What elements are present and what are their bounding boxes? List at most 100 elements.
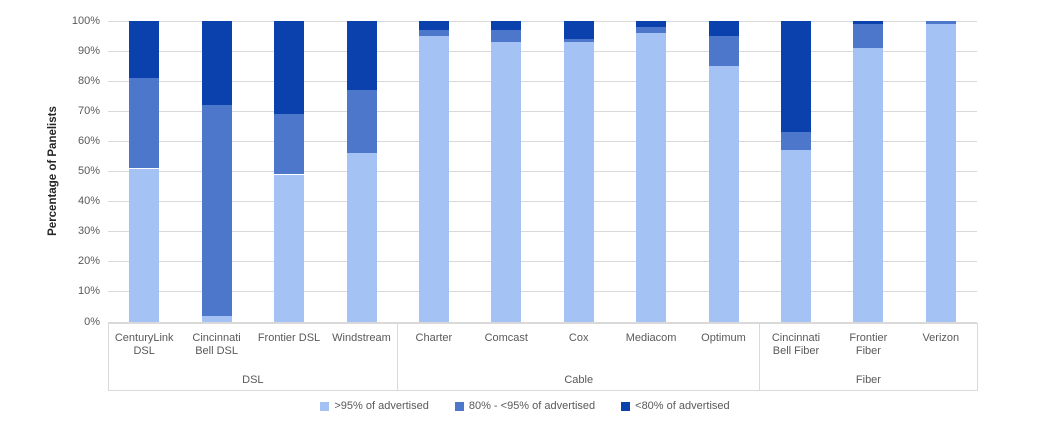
gridline — [108, 261, 977, 263]
category-label-line: Bell Fiber — [772, 344, 820, 357]
bar-segment — [491, 30, 522, 42]
category-label-line: Charter — [415, 332, 453, 344]
group-label: Cable — [564, 374, 594, 386]
gridline — [108, 140, 977, 142]
bar-segment — [636, 33, 667, 322]
category-label: Optimum — [687, 332, 759, 345]
bar-segment — [418, 21, 449, 30]
bar-segment — [346, 21, 377, 91]
bar-segment — [129, 78, 160, 169]
y-tick-label: 20% — [77, 255, 100, 268]
bar-segment — [563, 21, 594, 40]
legend-swatch — [621, 401, 631, 411]
legend-item: >95% of advertised — [320, 400, 429, 412]
bar-segment — [201, 316, 232, 322]
gridline — [108, 231, 977, 233]
bar-segment — [781, 21, 811, 133]
bar-segment — [346, 90, 377, 154]
category-label-line: Frontier DSL — [257, 332, 321, 344]
group-label: DSL — [242, 374, 264, 386]
x-axis-line — [108, 323, 977, 324]
bar-segment — [708, 21, 739, 37]
y-tick-label: 10% — [77, 285, 100, 298]
category-label-line: CenturyLink — [114, 332, 174, 344]
bar-segment — [708, 66, 739, 322]
gridline — [108, 50, 977, 52]
category-label-line: Windstream — [332, 332, 391, 344]
legend-label: >95% of advertised — [334, 400, 429, 412]
category-label-line: Cincinnati — [771, 332, 821, 344]
category-group-separator — [976, 323, 978, 391]
bar-segment — [781, 132, 811, 151]
gridline — [108, 171, 977, 172]
y-tick-label: 40% — [77, 195, 100, 208]
category-group-separator — [107, 323, 109, 391]
category-band-border — [108, 390, 977, 391]
bar-segment — [274, 174, 304, 322]
legend-item: <80% of advertised — [621, 400, 730, 412]
category-label: Comcast — [470, 332, 542, 345]
bar-segment — [925, 24, 956, 322]
category-label: Frontier Fiber — [832, 332, 904, 357]
group-label: Fiber — [855, 374, 881, 386]
bar-segment — [418, 36, 449, 322]
legend-label: <80% of advertised — [635, 400, 730, 412]
gridline — [108, 80, 977, 82]
legend-swatch — [320, 401, 330, 411]
bar-segment — [491, 42, 522, 322]
bar-segment — [925, 21, 956, 24]
bar-segment — [129, 21, 160, 79]
bar-segment — [201, 105, 232, 316]
category-label: Windstream — [325, 332, 397, 345]
category-label-line: DSL — [133, 344, 155, 357]
bar-segment — [708, 36, 739, 67]
category-group-separator — [397, 323, 399, 391]
y-tick-label: 0% — [84, 315, 100, 328]
bar-segment — [563, 42, 594, 322]
gridline — [108, 201, 977, 203]
category-label: CenturyLink DSL — [108, 332, 180, 357]
bar-segment — [636, 27, 667, 33]
gridline — [108, 291, 977, 293]
legend-swatch — [454, 401, 464, 411]
category-label-line: Cox — [568, 332, 589, 344]
category-label: Cincinnati Bell Fiber — [760, 332, 832, 357]
category-label-line: Frontier — [849, 332, 888, 344]
bar-segment — [781, 150, 811, 322]
category-label-line: Cincinnati — [192, 332, 241, 344]
legend: >95% of advertised 80% - <95% of advertis… — [0, 400, 1050, 412]
category-label: Cox — [543, 332, 615, 345]
category-label: Verizon — [905, 332, 977, 345]
category-label-line: Optimum — [701, 332, 746, 344]
y-tick-label: 30% — [77, 225, 100, 238]
y-tick-label: 70% — [77, 104, 100, 117]
bar-segment — [853, 24, 884, 49]
category-label-line: Comcast — [484, 332, 528, 344]
y-tick-label: 50% — [77, 165, 100, 177]
bar-segment — [418, 30, 449, 36]
gridline — [108, 321, 977, 323]
gridline — [108, 110, 977, 112]
category-label: Cincinnati Bell DSL — [180, 332, 252, 357]
bar-segment — [346, 153, 377, 322]
gridline — [108, 20, 977, 22]
category-label: Charter — [398, 332, 470, 345]
bar-segment — [853, 21, 884, 24]
category-label-line: Bell DSL — [195, 344, 238, 357]
category-label: Frontier DSL — [253, 332, 325, 345]
bar-segment — [129, 168, 160, 322]
bar-segment — [201, 21, 232, 106]
legend-label: 80% - <95% of advertised — [468, 400, 596, 412]
category-label: Mediacom — [615, 332, 687, 345]
bar-segment — [563, 39, 594, 43]
y-tick-label: 60% — [77, 134, 100, 147]
category-label-line: Fiber — [855, 344, 881, 357]
category-label-line: Mediacom — [625, 332, 677, 344]
bar-segment — [274, 21, 304, 115]
category-label-line: Verizon — [922, 332, 960, 344]
bar-segment — [636, 21, 667, 27]
y-tick-label: 100% — [71, 14, 100, 27]
legend-item: 80% - <95% of advertised — [454, 400, 596, 412]
y-tick-label: 90% — [77, 44, 100, 57]
